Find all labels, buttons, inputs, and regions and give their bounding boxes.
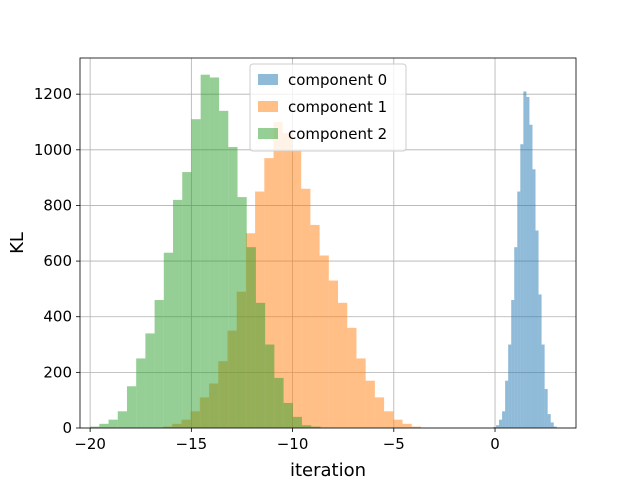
histogram-bar <box>411 426 421 428</box>
histogram-bar <box>90 426 100 428</box>
histogram-bar <box>182 172 192 428</box>
y-tick-label: 400 <box>43 308 72 326</box>
histogram-bar <box>508 344 512 428</box>
histogram-bar <box>338 302 348 428</box>
histogram-bar <box>492 427 497 428</box>
histogram-bar <box>547 414 551 428</box>
histogram-bar <box>356 358 366 428</box>
histogram-bar <box>274 377 284 428</box>
histogram-bar <box>311 426 321 428</box>
histogram-bar <box>301 425 312 428</box>
histogram-bar <box>301 188 311 428</box>
histogram-bar <box>173 199 183 428</box>
histogram-bar <box>517 191 521 428</box>
legend-swatch <box>258 128 278 139</box>
y-axis-label: KL <box>7 232 28 254</box>
legend-label: component 1 <box>288 98 387 116</box>
histogram-bar <box>292 416 302 428</box>
y-tick-label: 1000 <box>34 141 72 159</box>
histogram-bar <box>499 419 503 428</box>
plot-frame <box>79 57 577 429</box>
histogram-bar <box>246 247 256 428</box>
legend: component 0 component 1 component 2 <box>249 63 407 152</box>
histogram-bar <box>328 280 339 428</box>
x-axis-ticks: −20 −15 −10 −5 0 <box>74 428 500 453</box>
series-0-bars <box>492 91 557 429</box>
legend-label: component 0 <box>288 71 387 89</box>
histogram-bar <box>550 422 554 428</box>
histogram-bar <box>520 144 524 428</box>
y-tick-label: 0 <box>62 419 72 437</box>
histogram-bar <box>393 419 403 428</box>
histogram-bar <box>502 411 506 428</box>
histogram-bar <box>347 327 357 428</box>
histogram-bar <box>283 402 293 428</box>
histogram-bar <box>541 344 545 428</box>
histogram-bar <box>553 426 557 428</box>
histogram-bar <box>136 358 146 428</box>
histogram-bar <box>209 77 220 428</box>
histogram-bar <box>365 380 375 428</box>
histogram-bar <box>526 96 530 429</box>
histogram-bar <box>532 169 536 428</box>
histogram-bar <box>496 425 500 428</box>
y-axis-ticks: 0 200 400 600 800 1000 1200 <box>34 85 80 437</box>
histogram-bar <box>529 124 533 429</box>
x-tick-label: −5 <box>383 435 405 453</box>
histogram-bar <box>265 344 275 428</box>
y-tick-label: 800 <box>43 196 72 214</box>
histogram-bar <box>163 252 174 428</box>
histogram-bar <box>505 380 509 428</box>
histogram-bar <box>117 411 127 428</box>
legend-box <box>249 63 407 152</box>
legend-label: component 2 <box>288 125 387 143</box>
y-tick-label: 1200 <box>34 85 72 103</box>
histogram-bar <box>108 419 118 428</box>
histogram-bar <box>154 300 164 428</box>
x-tick-label: −20 <box>74 435 106 453</box>
histogram-bar <box>291 149 302 428</box>
x-tick-label: −15 <box>176 435 208 453</box>
x-tick-label: −10 <box>277 435 309 453</box>
histogram-bar <box>514 247 518 428</box>
histogram-bar <box>402 423 412 428</box>
histogram-bar <box>374 397 385 428</box>
histogram-bar <box>538 294 542 428</box>
histogram-bar <box>310 224 320 428</box>
histogram-bar <box>544 389 548 428</box>
histogram-bar <box>273 121 283 429</box>
histogram-bar <box>126 386 137 428</box>
histogram-bar <box>228 147 238 428</box>
histogram-bar <box>200 74 210 429</box>
legend-swatch <box>258 74 278 85</box>
histogram-bar <box>384 411 394 428</box>
histogram-bar <box>535 230 539 428</box>
histogram-bar <box>219 110 229 428</box>
y-tick-label: 600 <box>43 252 72 270</box>
histogram-bar <box>319 255 329 428</box>
series-2-bars <box>90 74 321 429</box>
x-axis-label: iteration <box>290 460 366 480</box>
histogram-bar <box>523 91 527 429</box>
histogram-bar <box>282 133 292 428</box>
histogram-bar <box>99 423 109 428</box>
y-tick-label: 200 <box>43 363 72 381</box>
histogram-bar <box>191 119 201 429</box>
bars <box>90 74 557 429</box>
histogram-bar <box>264 158 274 428</box>
histogram-bar <box>145 333 155 428</box>
legend-swatch <box>258 101 278 112</box>
histogram-bar <box>237 197 247 428</box>
histogram-bar <box>255 302 266 428</box>
histogram-bar <box>511 300 515 428</box>
x-tick-label: 0 <box>490 435 500 453</box>
